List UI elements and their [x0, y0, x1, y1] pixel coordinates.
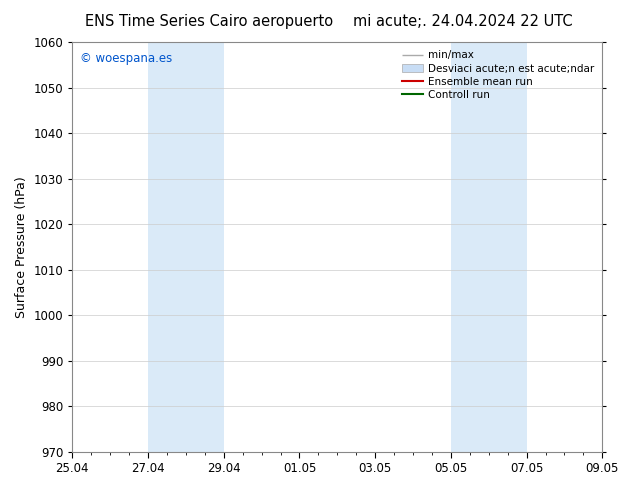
Bar — [451, 42, 527, 452]
Bar — [148, 42, 224, 452]
Y-axis label: Surface Pressure (hPa): Surface Pressure (hPa) — [15, 176, 28, 318]
Text: mi acute;. 24.04.2024 22 UTC: mi acute;. 24.04.2024 22 UTC — [353, 14, 573, 29]
Legend: min/max, Desviaci acute;n est acute;ndar, Ensemble mean run, Controll run: min/max, Desviaci acute;n est acute;ndar… — [399, 47, 597, 103]
Text: © woespana.es: © woespana.es — [81, 52, 172, 65]
Text: ENS Time Series Cairo aeropuerto: ENS Time Series Cairo aeropuerto — [85, 14, 333, 29]
